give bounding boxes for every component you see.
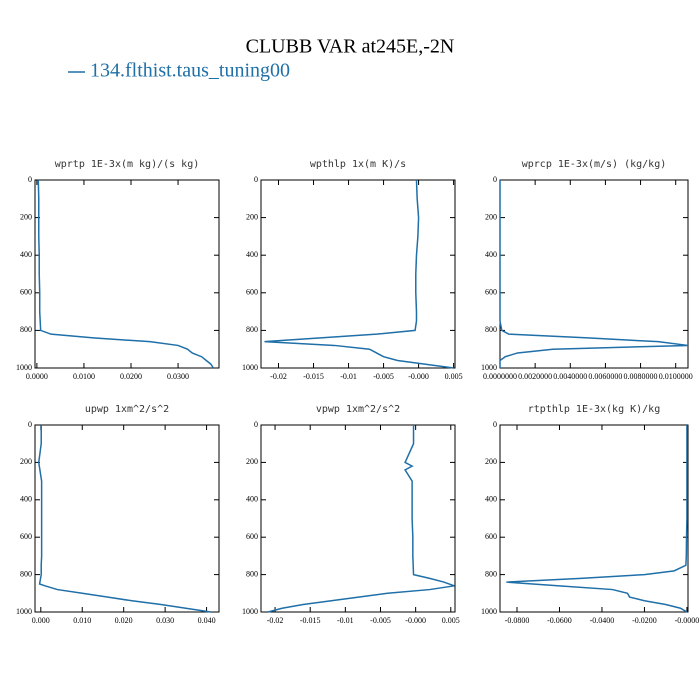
y-tick-label: 0 (28, 175, 32, 184)
x-tick-label: 0.0300 (167, 372, 189, 381)
x-tick-label: -0.02 (270, 372, 287, 381)
y-tick-label: 600 (246, 288, 258, 297)
plot-frame (499, 424, 689, 613)
x-tick-label: -0.000 (405, 616, 426, 625)
x-tick-label: -0.01 (340, 372, 357, 381)
panel-title: vpwp 1xm^2/s^2 (316, 404, 400, 415)
y-tick-label: 800 (485, 569, 497, 578)
x-tick-label: 0.0000000 (483, 372, 517, 381)
y-tick-label: 400 (20, 495, 32, 504)
x-tick-label: 0.0020000 (518, 372, 552, 381)
plot-frame (34, 179, 220, 369)
y-tick-label: 400 (246, 250, 258, 259)
x-tick-label: 0.000 (32, 616, 50, 625)
y-tick-label: 1000 (481, 363, 497, 372)
y-tick-label: 400 (246, 495, 258, 504)
y-tick-label: 600 (485, 532, 497, 541)
legend-label: 134.flthist.taus_tuning00 (90, 60, 290, 82)
x-tick-label: 0.0040000 (553, 372, 587, 381)
y-tick-label: 400 (485, 495, 497, 504)
y-tick-label: 0 (28, 420, 32, 429)
profile-line (37, 179, 214, 369)
profile-line (506, 425, 688, 613)
y-tick-label: 200 (20, 457, 32, 466)
y-tick-label: 600 (20, 532, 32, 541)
y-tick-label: 0 (254, 420, 258, 429)
x-tick-label: 0.020 (115, 616, 133, 625)
profile-line (264, 179, 454, 369)
panel-title: upwp 1xm^2/s^2 (85, 404, 169, 415)
y-tick-label: 600 (20, 288, 32, 297)
x-tick-label: 0.0060000 (588, 372, 622, 381)
x-tick-label: 0.0100000 (659, 372, 693, 381)
x-tick-label: -0.0400 (590, 616, 615, 625)
x-tick-label: 0.0200 (120, 372, 142, 381)
x-tick-label: -0.015 (300, 616, 321, 625)
y-tick-label: 800 (246, 569, 258, 578)
x-tick-label: 0.0100 (73, 372, 95, 381)
x-tick-label: -0.02 (267, 616, 284, 625)
y-tick-label: 200 (246, 212, 258, 221)
panel-title: wpthlp 1x(m K)/s (310, 159, 406, 170)
x-tick-label: -0.005 (370, 616, 391, 625)
x-tick-label: 0.005 (442, 616, 460, 625)
plot-frame (260, 424, 456, 613)
y-tick-label: 1000 (481, 607, 497, 616)
y-tick-label: 1000 (16, 363, 32, 372)
x-tick-label: 0.0080000 (624, 372, 658, 381)
profile-line (37, 425, 211, 613)
x-tick-label: -0.0200 (632, 616, 657, 625)
x-tick-label: -0.01 (337, 616, 354, 625)
plot-frame (34, 424, 220, 613)
profile-line (267, 425, 455, 613)
x-tick-label: 0.010 (73, 616, 91, 625)
x-tick-label: -0.015 (303, 372, 324, 381)
y-tick-label: 200 (20, 212, 32, 221)
y-tick-label: 800 (246, 325, 258, 334)
x-tick-label: 0.030 (156, 616, 174, 625)
x-tick-label: 0.040 (198, 616, 216, 625)
x-tick-label: -0.005 (373, 372, 394, 381)
y-tick-label: 200 (485, 212, 497, 221)
panel-title: rtpthlp 1E-3x(kg K)/kg (528, 404, 660, 415)
y-tick-label: 400 (485, 250, 497, 259)
y-tick-label: 200 (246, 457, 258, 466)
y-tick-label: 200 (485, 457, 497, 466)
y-tick-label: 600 (246, 532, 258, 541)
x-tick-label: -0.0000 (675, 616, 700, 625)
profile-line (499, 180, 689, 368)
panel-title: wprcp 1E-3x(m/s) (kg/kg) (522, 159, 667, 170)
x-tick-label: 0.005 (445, 372, 463, 381)
plot-frame (499, 179, 689, 369)
x-tick-label: -0.0600 (547, 616, 572, 625)
x-tick-label: -0.000 (408, 372, 429, 381)
y-tick-label: 1000 (242, 363, 258, 372)
y-tick-label: 800 (20, 569, 32, 578)
x-tick-label: -0.0800 (505, 616, 530, 625)
y-tick-label: 0 (493, 175, 497, 184)
y-tick-label: 1000 (242, 607, 258, 616)
y-tick-label: 800 (20, 325, 32, 334)
y-tick-label: 1000 (16, 607, 32, 616)
figure-title: CLUBB VAR at245E,-2N (246, 36, 455, 58)
y-tick-label: 600 (485, 288, 497, 297)
y-tick-label: 0 (493, 420, 497, 429)
panel-title: wprtp 1E-3x(m kg)/(s kg) (55, 159, 200, 170)
y-tick-label: 800 (485, 325, 497, 334)
y-tick-label: 400 (20, 250, 32, 259)
x-tick-label: 0.0000 (26, 372, 48, 381)
y-tick-label: 0 (254, 175, 258, 184)
plot-frame (260, 179, 456, 369)
